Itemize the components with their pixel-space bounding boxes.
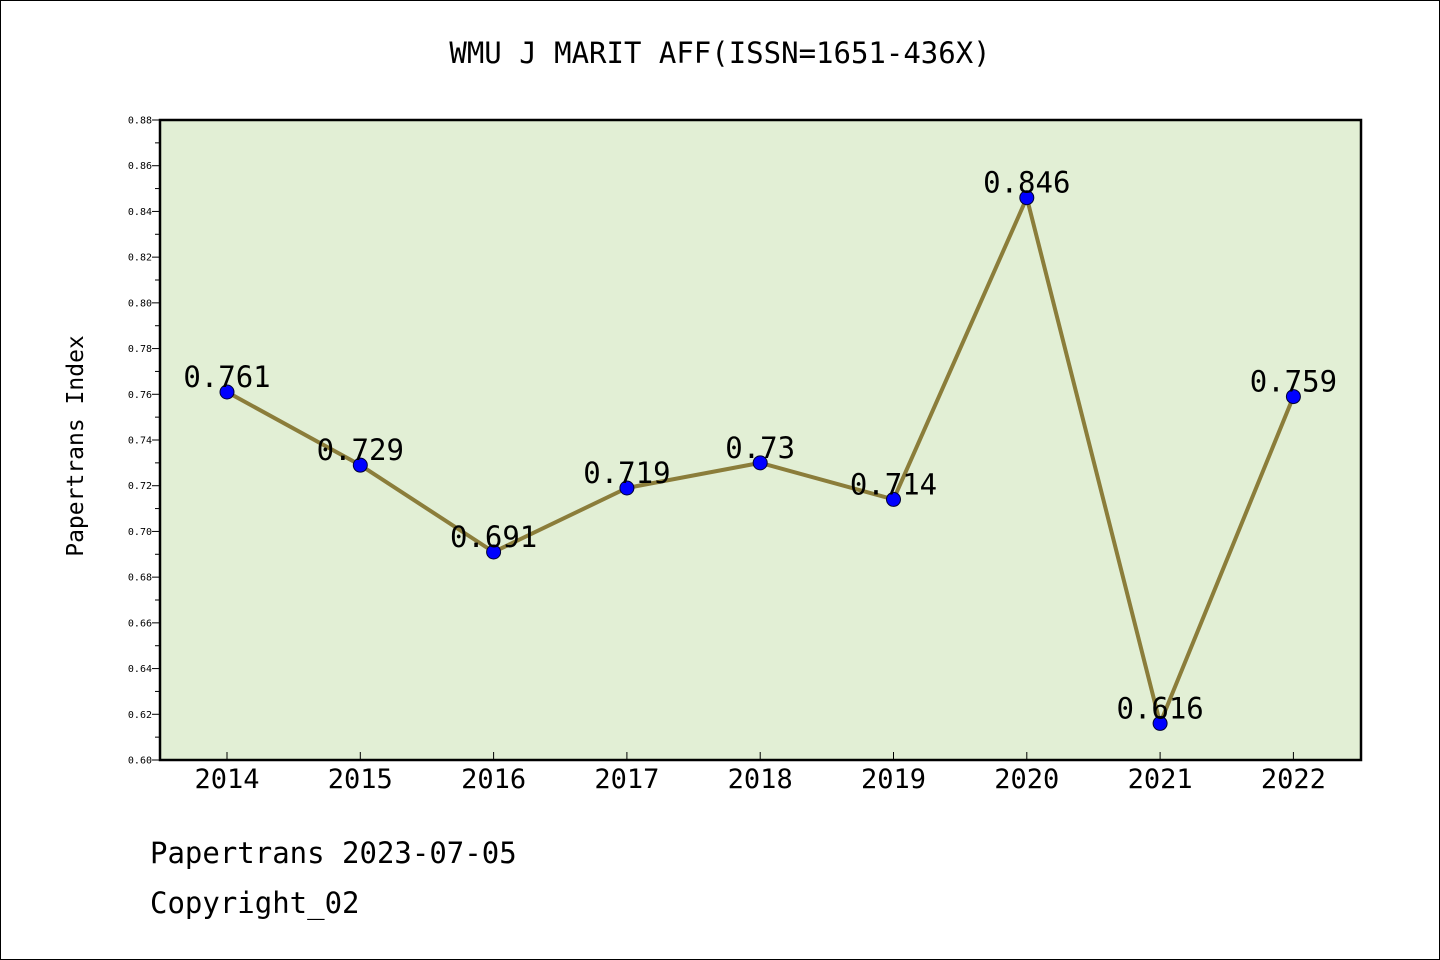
y-tick-label: 0.80: [128, 298, 152, 309]
data-label: 0.846: [983, 166, 1070, 200]
y-tick-label: 0.64: [128, 664, 152, 675]
footer-date: Papertrans 2023-07-05: [150, 836, 517, 870]
data-point: [352, 457, 368, 473]
footer-copyright: Copyright_02: [150, 886, 360, 920]
data-label: 0.616: [1116, 691, 1203, 725]
data-point: [886, 491, 901, 507]
data-point: [619, 480, 635, 496]
x-tick-label: 2015: [328, 764, 393, 795]
y-tick-label: 0.84: [128, 207, 152, 218]
y-tick-label: 0.86: [128, 161, 152, 172]
data-label: 0.761: [183, 360, 270, 394]
data-point: [219, 384, 235, 400]
x-tick-label: 2021: [1128, 764, 1193, 795]
y-tick-label: 0.82: [128, 253, 152, 264]
data-point: [752, 455, 768, 471]
y-tick-label: 0.74: [128, 436, 152, 447]
plot-area: [160, 120, 1361, 760]
y-tick-label: 0.68: [128, 573, 152, 584]
y-tick-label: 0.60: [128, 756, 152, 767]
data-label: 0.729: [317, 433, 404, 467]
x-tick-label: 2017: [594, 764, 659, 795]
x-tick-label: 2018: [728, 764, 793, 795]
data-point: [1152, 715, 1168, 731]
x-tick-label: 2016: [461, 764, 526, 795]
y-tick-label: 0.72: [128, 481, 152, 492]
chart-title: WMU J MARIT AFF(ISSN=1651-436X): [449, 36, 991, 70]
data-point: [486, 544, 502, 560]
y-tick-label: 0.66: [128, 618, 152, 629]
data-point: [1019, 190, 1035, 206]
data-point: [1285, 389, 1301, 405]
x-tick-label: 2019: [861, 764, 926, 795]
data-label: 0.73: [725, 431, 795, 465]
x-tick-label: 2020: [994, 764, 1059, 795]
data-label: 0.719: [583, 456, 670, 490]
x-tick-label: 2022: [1261, 764, 1326, 795]
data-label: 0.691: [450, 520, 537, 554]
y-tick-label: 0.88: [128, 116, 152, 127]
data-label: 0.759: [1250, 365, 1337, 399]
x-tick-label: 2014: [194, 764, 259, 795]
y-tick-label: 0.62: [128, 710, 152, 721]
data-label: 0.714: [850, 467, 937, 501]
y-tick-label: 0.76: [128, 390, 152, 401]
y-tick-label: 0.78: [128, 344, 152, 355]
y-tick-label: 0.70: [128, 527, 152, 538]
